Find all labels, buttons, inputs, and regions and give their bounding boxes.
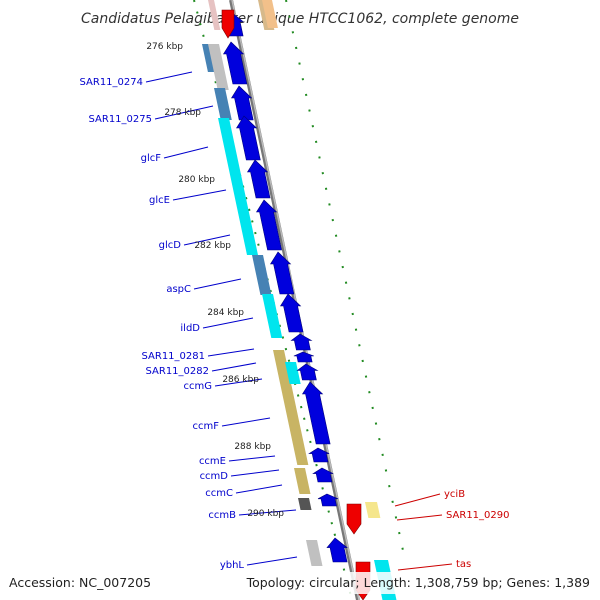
gene-label[interactable]: glcE <box>149 195 170 206</box>
cog-bar <box>262 0 278 28</box>
label-leader-line <box>183 234 231 246</box>
footer-backdrop <box>0 572 600 594</box>
label-leader-line <box>394 493 441 507</box>
kbp-tick-label: 282 kbp <box>194 241 231 251</box>
gene-arrow-forward <box>236 115 261 161</box>
gene-arrow-forward <box>312 467 334 483</box>
gene-label[interactable]: SAR11_0275 <box>89 114 153 125</box>
gene-arrow-forward <box>296 363 319 381</box>
gene-arrow-forward <box>270 251 295 295</box>
label-leader-line <box>238 509 297 516</box>
label-leader-line <box>211 362 257 372</box>
cog-bar <box>214 88 232 120</box>
label-leader-line <box>397 563 453 571</box>
label-leader-line <box>230 469 280 477</box>
cog-bar <box>252 255 272 295</box>
gene-arrow-forward <box>280 293 304 333</box>
gene-label[interactable]: SAR11_0281 <box>142 351 206 362</box>
cog-bar <box>298 498 312 510</box>
forward-gene-labels: SAR11_0274 SAR11_0275 glcF glcE glcD asp… <box>80 77 245 571</box>
kbp-tick-label: 276 kbp <box>146 42 183 52</box>
genome-title: Candidatus Pelagibacter ubique HTCC1062,… <box>81 11 519 27</box>
reverse-gene-labels: yciB SAR11_0290 tas <box>444 489 510 570</box>
gene-features <box>202 0 397 600</box>
gene-label[interactable]: ccmG <box>184 381 213 392</box>
gene-label[interactable]: glcD <box>159 240 182 251</box>
cog-bar <box>285 362 301 384</box>
label-leader-line <box>154 105 214 120</box>
cog-bar <box>294 468 311 494</box>
kbp-tick-label: 290 kbp <box>247 509 284 519</box>
gene-label[interactable]: ybhL <box>220 560 245 571</box>
gene-arrow-forward <box>308 447 330 463</box>
cog-bar <box>208 0 221 30</box>
gene-label[interactable]: ccmB <box>208 510 236 521</box>
label-leader-line <box>228 455 276 462</box>
kbp-tick-label: 288 kbp <box>234 442 271 452</box>
gene-arrow-forward <box>247 159 271 199</box>
label-leader-line <box>214 378 263 387</box>
gene-label[interactable]: glcF <box>141 153 162 164</box>
cog-bar <box>365 502 381 518</box>
kbp-tick-label: 280 kbp <box>178 175 215 185</box>
kbp-tick-label: 284 kbp <box>207 308 244 318</box>
cog-bar <box>262 294 283 338</box>
gene-label[interactable]: SAR11_0282 <box>146 366 210 377</box>
gene-label[interactable]: ildD <box>180 323 200 334</box>
genome-summary-text: Topology: circular; Length: 1,308,759 bp… <box>246 575 590 590</box>
gene-arrow-forward <box>223 41 248 85</box>
gene-arrow-forward <box>302 381 331 445</box>
gene-label[interactable]: ccmE <box>199 456 226 467</box>
kbp-tick-label: 278 kbp <box>164 108 201 118</box>
label-leader-line <box>207 348 255 357</box>
gene-label[interactable]: aspC <box>166 284 191 295</box>
gene-arrow-forward <box>256 199 282 251</box>
accession-text: Accession: NC_007205 <box>9 575 151 590</box>
gene-arrow-reverse <box>346 503 362 535</box>
gene-arrow-forward <box>317 493 339 507</box>
cog-bar <box>273 350 309 465</box>
gene-arrow-forward <box>293 351 314 363</box>
label-leaders <box>145 71 453 571</box>
label-leader-line <box>202 317 254 329</box>
kbp-axis: 276 kbp 278 kbp 280 kbp 282 kbp 284 kbp … <box>146 42 284 519</box>
gene-arrow-forward <box>290 333 313 351</box>
gene-label[interactable]: SAR11_0274 <box>80 77 144 88</box>
gene-label[interactable]: ccmC <box>205 488 233 499</box>
gene-arrow-reverse <box>221 9 235 39</box>
label-leader-line <box>246 556 298 566</box>
label-leader-line <box>193 278 242 290</box>
gene-label[interactable]: SAR11_0290 <box>446 510 510 521</box>
cog-bar <box>208 44 229 90</box>
gene-label[interactable]: ccmD <box>200 471 229 482</box>
kbp-tick-label: 286 kbp <box>222 375 259 385</box>
gene-arrow-forward <box>326 537 348 563</box>
gene-label[interactable]: ccmF <box>193 421 220 432</box>
gene-label[interactable]: yciB <box>444 489 465 500</box>
label-leader-line <box>145 71 193 83</box>
cog-bar <box>218 118 258 255</box>
label-leader-line <box>163 146 209 159</box>
gene-label[interactable]: tas <box>456 559 471 570</box>
label-leader-line <box>396 514 443 521</box>
label-leader-line <box>235 484 283 494</box>
label-leader-line <box>172 189 227 201</box>
cog-bar <box>306 540 323 566</box>
label-leader-line <box>221 417 271 427</box>
